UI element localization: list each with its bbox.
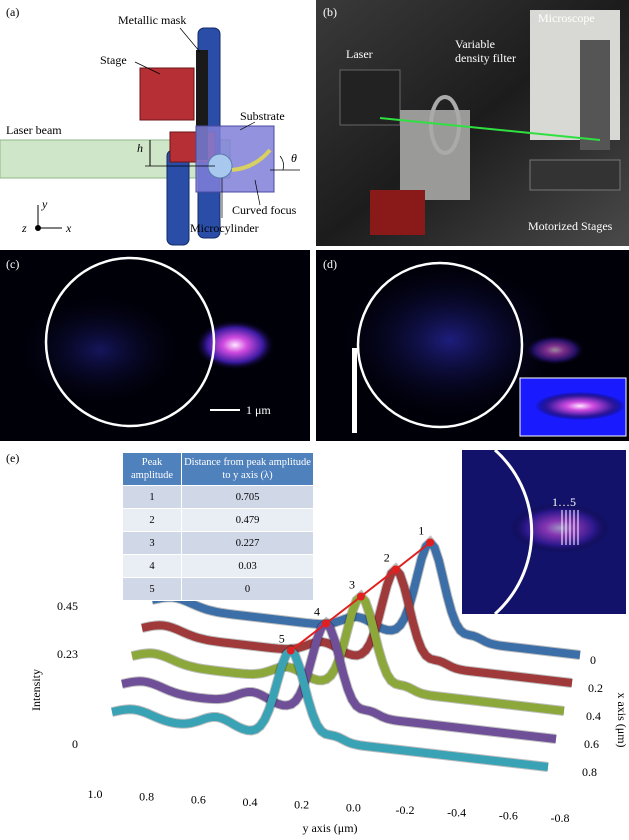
- annotation: Curved focus: [232, 203, 297, 217]
- table-cell: 5: [123, 578, 182, 601]
- inset-spot: [510, 503, 610, 553]
- peak-label: 5: [279, 631, 285, 645]
- annotation: Microcylinder: [190, 221, 259, 235]
- y-tick-label: -0.2: [396, 803, 415, 817]
- stage: [140, 68, 194, 120]
- panel-b: (b) Microscope Laser Variable density fi…: [316, 0, 629, 246]
- annotation: Variable: [455, 37, 495, 51]
- annotation: density filter: [455, 51, 516, 65]
- inset-label: 1…5: [552, 495, 576, 509]
- table-cell: 0.227: [182, 532, 314, 555]
- annotation: Metallic mask: [118, 13, 186, 27]
- panel-label: (e): [6, 451, 19, 465]
- x-tick-label: 0.4: [586, 709, 601, 723]
- stages: [530, 160, 620, 190]
- scale-label: 1 μm: [246, 403, 271, 417]
- annotation: h: [137, 141, 143, 155]
- y-tick-label: -0.8: [551, 811, 570, 825]
- panel-label: (c): [6, 257, 19, 271]
- peak-label: 1: [418, 523, 424, 537]
- y-tick-label: 0.2: [294, 798, 309, 812]
- y-tick-label: 0.4: [243, 795, 258, 809]
- y-tick-label: 1.0: [88, 787, 103, 801]
- panel-label: (b): [323, 5, 337, 19]
- page: {"panel_a": {"label": "(a)", "metallic_m…: [0, 0, 629, 840]
- panel-c: (c) 1 μm: [0, 250, 310, 441]
- table-header: Peak amplitude: [123, 453, 182, 486]
- table-cell: 1: [123, 486, 182, 509]
- x-tick-label: 0.2: [588, 681, 603, 695]
- table-cell: 0.479: [182, 509, 314, 532]
- laser-body: [340, 70, 400, 125]
- annotation: Laser beam: [6, 123, 62, 137]
- table-cell: 0.705: [182, 486, 314, 509]
- annotation: Substrate: [240, 109, 285, 123]
- focus-spot: [525, 335, 585, 365]
- annotation: Stage: [100, 53, 127, 67]
- y-tick-label: 0.8: [139, 790, 154, 804]
- panel-a: (a) Metallic mask Stage Laser beam h Sub…: [0, 0, 310, 246]
- peak-marker: [357, 592, 365, 600]
- axis-label: x: [65, 221, 72, 235]
- table-header: Distance from peak amplitude to y axis (…: [182, 453, 314, 486]
- peak-table: Peak amplitude Distance from peak amplit…: [122, 452, 314, 601]
- scale-bar: [352, 348, 357, 433]
- z-tick-label: 0.45: [57, 599, 78, 613]
- annotation: θ: [291, 151, 297, 165]
- y-tick-label: -0.6: [499, 808, 518, 822]
- peak-marker: [426, 538, 434, 546]
- peak-label: 2: [384, 550, 390, 564]
- panel-label: (a): [6, 5, 19, 19]
- peak-label: 3: [349, 577, 355, 591]
- panel-d: (d): [316, 250, 629, 441]
- table-cell: 0.03: [182, 555, 314, 578]
- axis-title: x axis (μm): [615, 692, 629, 747]
- peak-label: 4: [314, 604, 320, 618]
- table-cell: 2: [123, 509, 182, 532]
- axis-label: y: [41, 197, 48, 211]
- peak-marker: [392, 565, 400, 573]
- axis-label: z: [21, 221, 27, 235]
- axis-origin: [35, 225, 41, 231]
- axis-title: Intensity: [29, 669, 43, 711]
- table-row: 50: [123, 578, 314, 601]
- table-cell: 0: [182, 578, 314, 601]
- stage-post: [167, 150, 189, 245]
- x-tick-label: 0.6: [584, 737, 599, 751]
- table-cell: 4: [123, 555, 182, 578]
- objective: [580, 40, 610, 150]
- red-light: [370, 190, 425, 235]
- z-tick-label: 0: [72, 737, 78, 751]
- peak-marker: [287, 646, 295, 654]
- x-tick-label: 0.8: [582, 765, 597, 779]
- z-tick-label: 0.23: [57, 647, 78, 661]
- x-tick-label: 0: [590, 653, 596, 667]
- haze: [10, 290, 190, 410]
- figure: (a) Metallic mask Stage Laser beam h Sub…: [0, 0, 629, 840]
- axis-title: y axis (μm): [302, 821, 357, 835]
- y-tick-label: 0.6: [191, 792, 206, 806]
- annotation: Motorized Stages: [528, 219, 613, 233]
- annotation: Microscope: [538, 11, 595, 25]
- annotation: Laser: [346, 47, 373, 61]
- focus-spot: [195, 320, 275, 370]
- peak-marker: [322, 619, 330, 627]
- table-cell: 3: [123, 532, 182, 555]
- panel-label: (d): [323, 257, 337, 271]
- zoom-spot: [535, 392, 625, 420]
- y-tick-label: -0.4: [447, 806, 466, 820]
- y-tick-label: 0.0: [346, 800, 361, 814]
